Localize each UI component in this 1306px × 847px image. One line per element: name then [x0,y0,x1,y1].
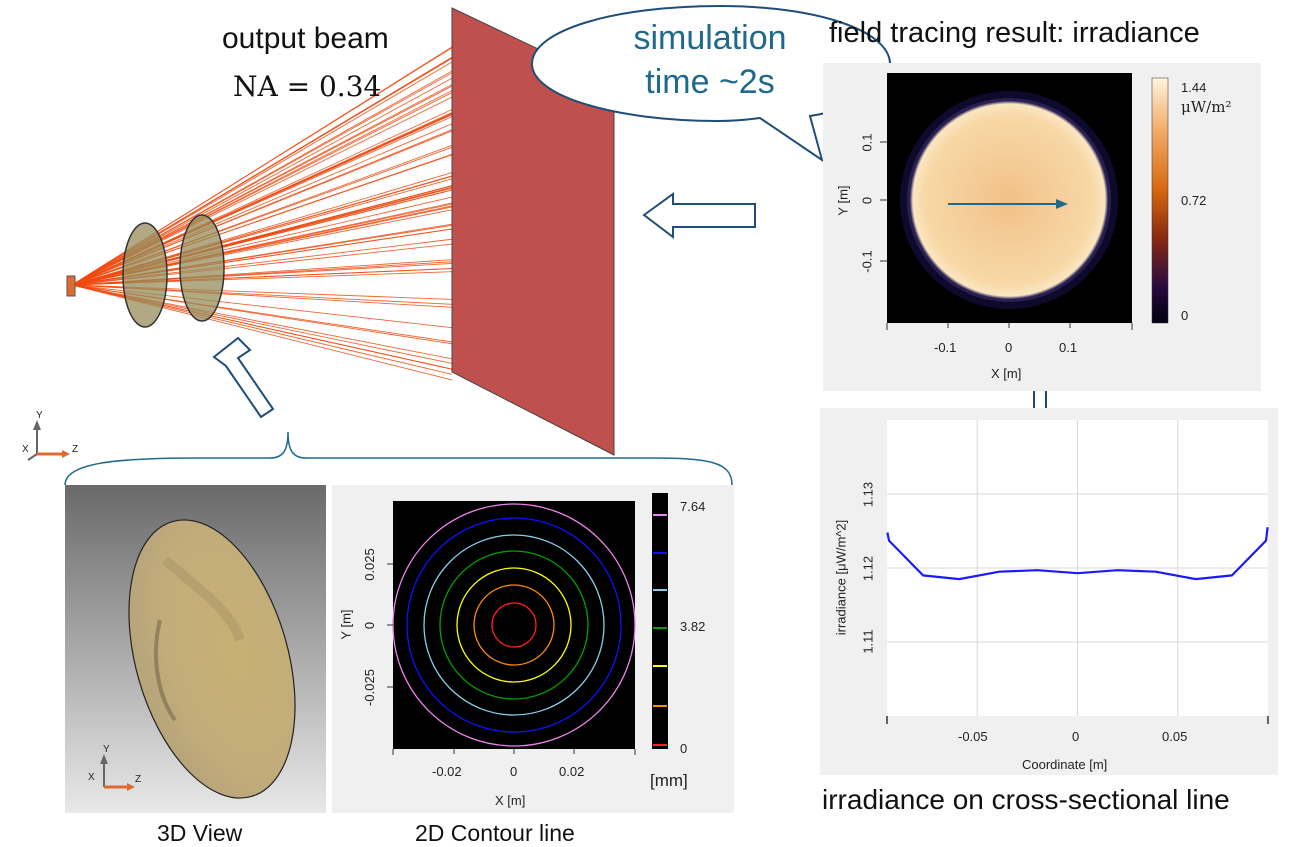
contour-xtick-3: 0.02 [559,764,585,779]
light-source [66,275,76,297]
na-label: NA = 0.34 [233,70,382,103]
arrow-left-icon [642,192,756,240]
speech-bubble [530,4,892,163]
contour-ring [406,517,622,733]
irr-cb-min: 0 [1181,308,1189,323]
view-triad-y: Y [103,744,110,755]
chart-xtick-3: 0.05 [1162,729,1188,744]
irr-ytick-1: 0.1 [859,133,875,152]
simulation-time-label: simulation time ~2s [633,19,787,101]
lens-2 [179,214,225,322]
irr-ylabel: Y [m] [835,185,851,216]
contour-ring [473,584,555,666]
bracket-brace [64,431,733,486]
view3d-caption: 3D View [157,820,243,846]
contour-ring [491,602,537,648]
axes-triad-view [100,754,135,791]
contour-image [393,501,635,749]
view-triad-x: X [88,772,95,783]
contour-ytick-3: -0.025 [362,669,377,706]
triad-x: X [22,444,29,455]
freeform-surface [128,519,296,799]
irr-ytick-2: 0 [859,196,875,205]
irr-cb-unit: μW/m² [1181,98,1232,116]
contour-ylabel: Y [m] [338,609,354,640]
contour-ring [423,534,605,716]
chart-xtick-2: 0 [1072,729,1080,744]
irradiance-colorbar [1151,77,1169,324]
view-triad-z: Z [135,774,142,785]
irr-ytick-3: -0.1 [859,250,875,273]
chart-xlabel: Coordinate [m] [1022,757,1108,772]
contour-xtick-2: 0 [510,764,518,779]
chart-ylabel: irradiance [μW/m^2] [833,519,849,636]
irr-xlabel: X [m] [991,366,1022,381]
triad-y: Y [36,410,43,421]
contour-rings [392,503,636,747]
irr-xtick-2: 0 [1005,340,1013,355]
contour-cb-max: 7.64 [680,499,706,514]
irradiance-disk [910,101,1108,299]
irr-xtick-1: -0.1 [934,340,957,355]
contour-ring [456,567,572,683]
contour-cb-min: 0 [680,741,688,756]
contour-ytick-2: 0 [362,621,377,630]
chart-ytick-1: 1.13 [860,481,876,508]
cross-section-caption: irradiance on cross-sectional line [822,784,1230,815]
triad-z: Z [72,444,79,455]
axes-triad-scene [27,420,70,461]
contour-colorbar [652,493,668,749]
contour-colorbar-levels [653,514,667,746]
contour-ytick-1: 0.025 [362,548,377,581]
chart-ytick-2: 1.12 [860,555,876,582]
chart-series-line [886,527,1269,581]
contour-cb-unit: [mm] [650,771,688,790]
contour-xtick-1: -0.02 [432,764,462,779]
lens-1 [122,222,168,328]
contour-xlabel: X [m] [495,793,526,808]
contour-cb-mid: 3.82 [680,619,706,634]
arrow-up-icon [212,336,275,419]
irr-cb-mid: 0.72 [1181,193,1207,208]
irr-cb-max: 1.44 [1181,80,1207,95]
contour-ring [439,550,589,700]
contour-caption: 2D Contour line [415,820,575,846]
field-tracing-label: field tracing result: irradiance [829,17,1200,49]
chart-xtick-1: -0.05 [958,729,988,744]
output-beam-label: output beam [222,22,389,55]
irr-xtick-3: 0.1 [1059,340,1078,355]
chart-ytick-3: 1.11 [860,629,876,654]
chart-gridlines [886,420,1269,724]
